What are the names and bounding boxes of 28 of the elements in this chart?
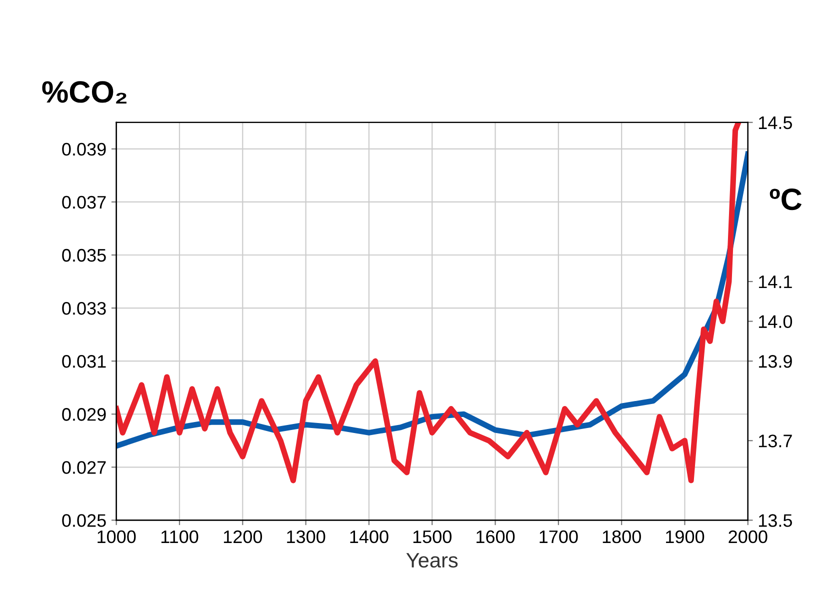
x-tick-label: 1300 <box>287 530 326 544</box>
x-tick-label: 2000 <box>728 530 768 544</box>
x-tick-label: 1800 <box>602 530 641 544</box>
y-tick-label: 0.037 <box>62 196 106 209</box>
y2-tick-label: 13.5 <box>759 514 792 527</box>
y-tick-label: 0.027 <box>62 461 106 474</box>
y2-tick-label: 14.1 <box>759 276 792 288</box>
y-tick-label: 0.035 <box>62 248 106 262</box>
y-tick-label: 0.025 <box>62 514 106 527</box>
y-axis-title: %CO₂ <box>42 81 126 104</box>
y-tick-label: 0.033 <box>62 302 106 315</box>
y2-tick-label: 13.9 <box>759 355 792 368</box>
x-tick-label: 1000 <box>98 530 136 544</box>
y-tick-label: 0.039 <box>62 142 106 156</box>
y2-axis-title: ºC <box>770 188 802 210</box>
x-tick-label: 1900 <box>666 530 704 544</box>
x-tick-label: 1500 <box>413 530 452 544</box>
y-tick-label: 0.029 <box>62 408 106 421</box>
y2-tick-label: 14.0 <box>759 315 792 328</box>
y2-tick-label: 13.7 <box>759 434 792 448</box>
x-tick-label: 1600 <box>476 530 515 544</box>
x-tick-label: 1200 <box>224 530 262 544</box>
x-tick-label: 1700 <box>540 530 578 544</box>
x-tick-label: 1400 <box>350 530 388 544</box>
y2-tick-label: 14.5 <box>759 116 792 130</box>
x-axis-title: Years <box>406 553 458 568</box>
y-tick-label: 0.031 <box>62 355 106 368</box>
x-tick-label: 1100 <box>161 530 198 544</box>
